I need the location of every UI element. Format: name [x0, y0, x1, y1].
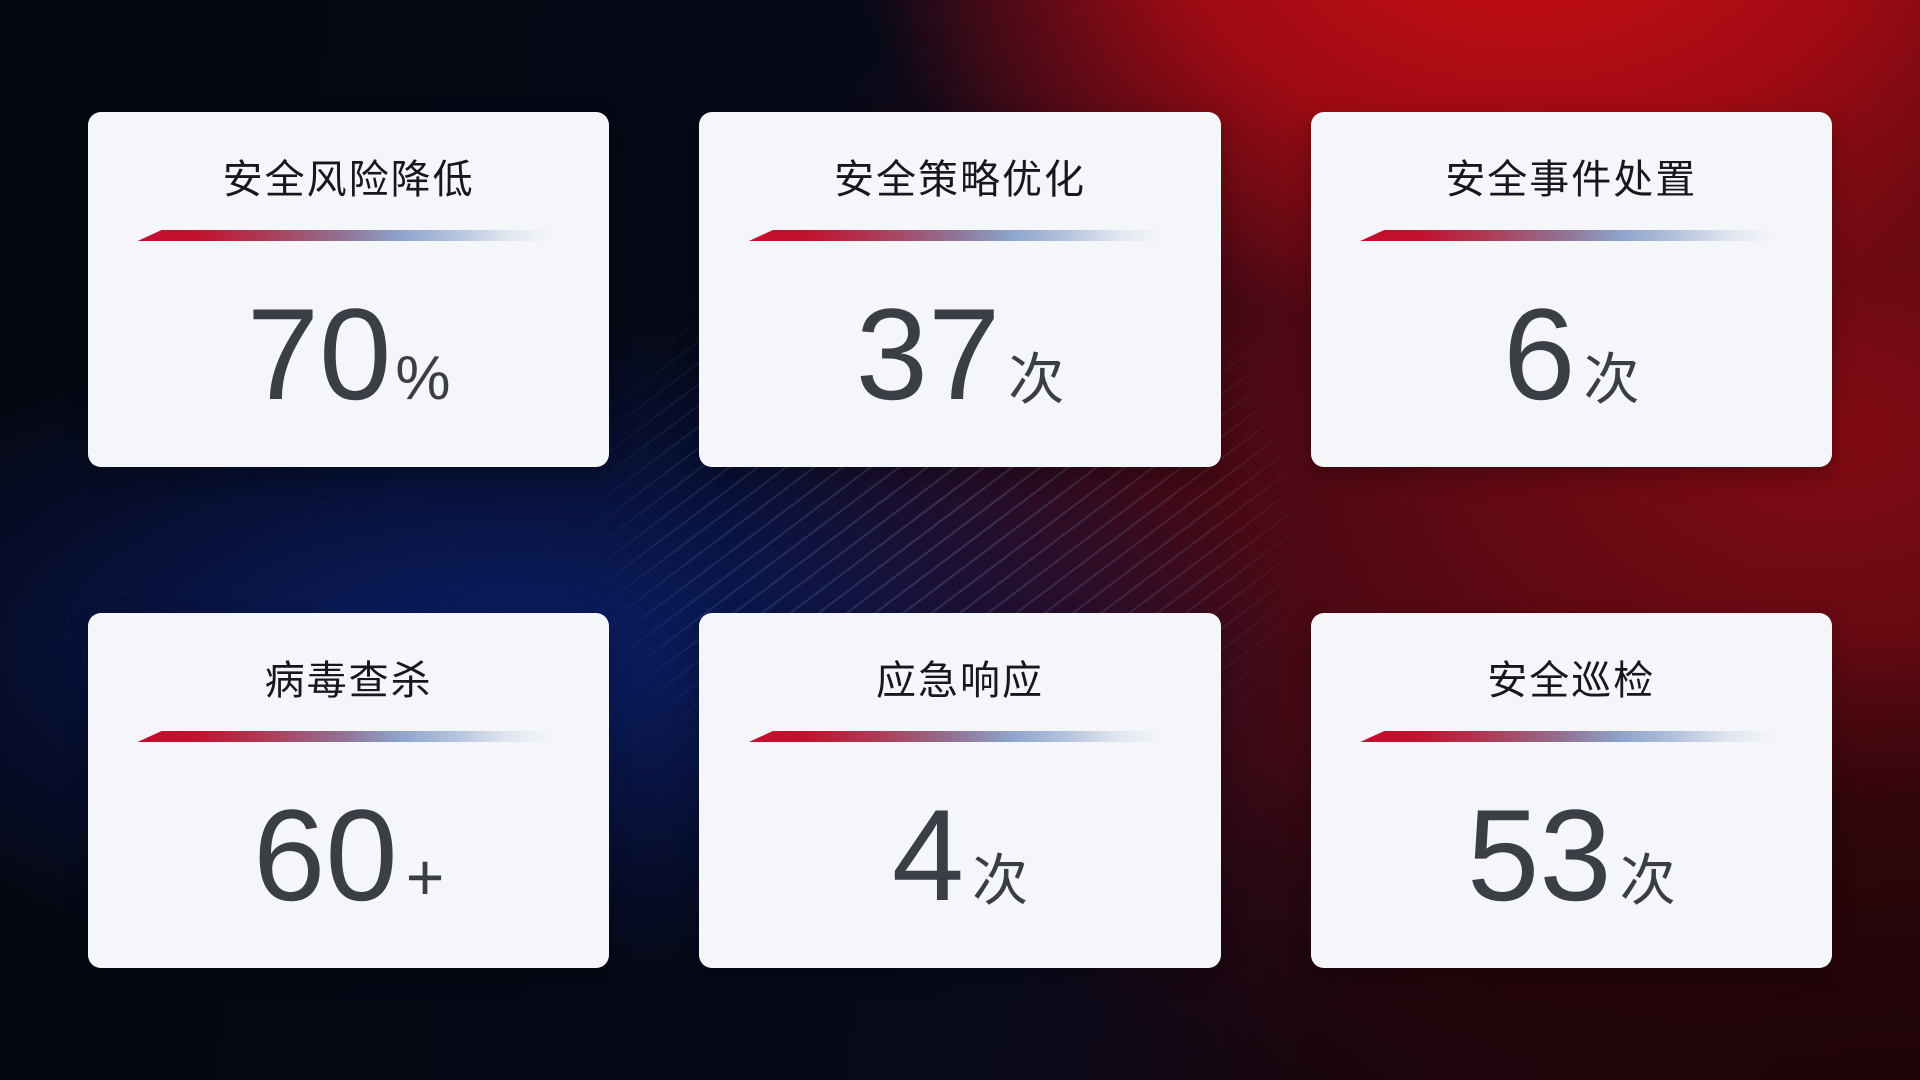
stat-card-virus-scan: 病毒查杀 60 +	[88, 613, 610, 968]
card-value: 4 次	[892, 790, 1028, 920]
gradient-divider	[748, 731, 1172, 742]
card-title: 安全风险降低	[222, 158, 475, 202]
gradient-divider	[1360, 731, 1783, 742]
value-unit: 次	[1619, 849, 1676, 912]
gradient-divider	[137, 731, 560, 742]
value-number: 60	[253, 782, 398, 928]
card-title: 应急响应	[875, 659, 1044, 703]
value-number: 4	[891, 782, 965, 928]
stat-card-policy-optimization: 安全策略优化 37 次	[699, 112, 1221, 467]
value-unit: 次	[972, 849, 1029, 912]
stat-card-emergency-response: 应急响应 4 次	[699, 613, 1221, 968]
value-unit: +	[405, 840, 445, 914]
card-value: 70 %	[247, 289, 451, 419]
gradient-divider	[748, 230, 1172, 241]
card-title: 安全巡检	[1487, 659, 1656, 703]
card-title: 安全事件处置	[1445, 158, 1698, 202]
card-value: 53 次	[1467, 790, 1676, 920]
value-number: 70	[246, 281, 392, 427]
value-number: 53	[1467, 782, 1612, 928]
card-title: 病毒查杀	[264, 659, 433, 703]
value-unit: 次	[1008, 348, 1065, 411]
stat-card-security-inspection: 安全巡检 53 次	[1310, 613, 1832, 968]
value-number: 37	[855, 281, 1001, 427]
stat-card-risk-reduction: 安全风险降低 70 %	[88, 112, 610, 467]
value-number: 6	[1503, 281, 1576, 427]
gradient-divider	[137, 230, 560, 241]
value-unit: %	[395, 344, 451, 413]
card-title: 安全策略优化	[833, 158, 1086, 202]
value-unit: 次	[1583, 348, 1640, 411]
card-value: 60 +	[253, 790, 444, 920]
stat-card-incident-handling: 安全事件处置 6 次	[1310, 112, 1832, 467]
card-value: 37 次	[856, 289, 1065, 419]
card-value: 6 次	[1503, 289, 1639, 419]
gradient-divider	[1360, 230, 1783, 241]
